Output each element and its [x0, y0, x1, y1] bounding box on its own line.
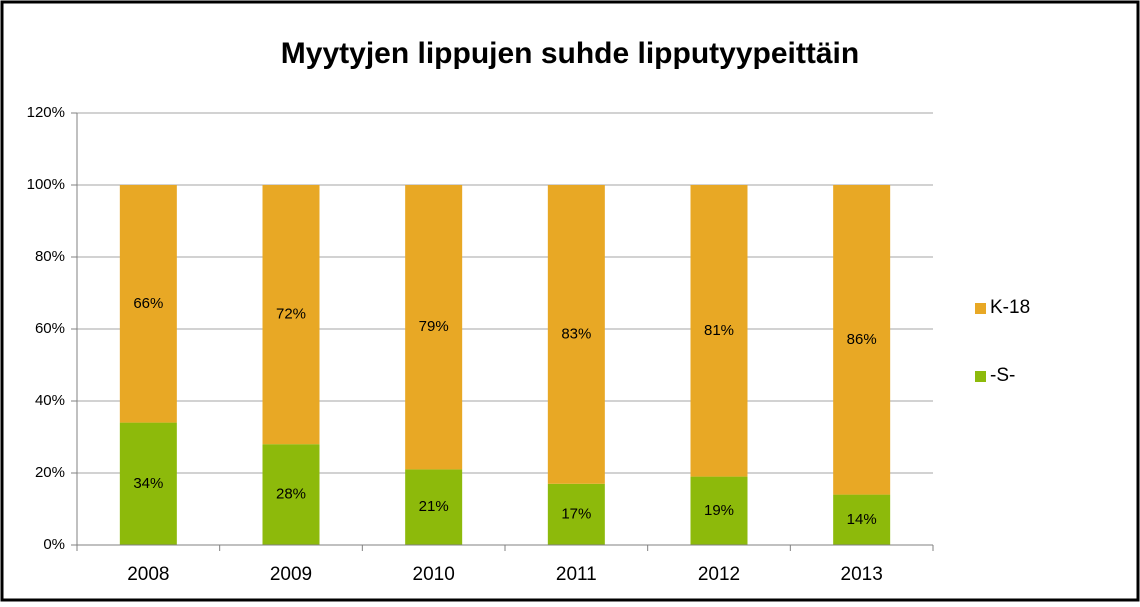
- chart-title: Myytyjen lippujen suhde lipputyypeittäin: [281, 37, 859, 70]
- data-label: 66%: [133, 295, 163, 312]
- y-tick-label: 0%: [43, 536, 65, 553]
- y-tick-label: 100%: [27, 176, 65, 193]
- bar-segment: [833, 494, 891, 545]
- data-label: 83%: [561, 325, 591, 342]
- data-label: 34%: [133, 475, 163, 492]
- legend-label: K-18: [990, 297, 1030, 318]
- bar-segment: [547, 483, 605, 545]
- data-label: 81%: [704, 322, 734, 339]
- legend-swatch: [975, 371, 986, 382]
- data-label: 17%: [561, 505, 591, 522]
- legend-label: -S-: [990, 365, 1015, 386]
- bar-segment: [262, 185, 320, 445]
- x-tick-label: 2010: [413, 564, 455, 585]
- data-label: 14%: [847, 511, 877, 528]
- x-tick-label: 2012: [698, 564, 740, 585]
- x-tick-label: 2011: [556, 564, 597, 585]
- y-tick-label: 120%: [27, 104, 65, 121]
- bar-segment: [833, 185, 891, 495]
- bar-segment: [119, 422, 177, 545]
- data-label: 79%: [419, 318, 449, 335]
- bar-segment: [405, 469, 463, 545]
- bar-segment: [547, 185, 605, 484]
- bar-segment: [119, 185, 177, 423]
- data-label: 19%: [704, 502, 734, 519]
- data-label: 21%: [419, 498, 449, 515]
- bar-segment: [690, 185, 748, 477]
- bar-segment: [262, 444, 320, 545]
- x-tick-label: 2009: [270, 564, 312, 585]
- y-tick-label: 80%: [35, 248, 65, 265]
- y-tick-label: 60%: [35, 320, 65, 337]
- x-tick-label: 2008: [127, 564, 169, 585]
- y-tick-label: 20%: [35, 464, 65, 481]
- data-label: 86%: [847, 331, 877, 348]
- bar-segment: [405, 185, 463, 470]
- bar-segment: [690, 476, 748, 545]
- data-label: 28%: [276, 486, 306, 503]
- legend-swatch: [975, 303, 986, 314]
- y-tick-label: 40%: [35, 392, 65, 409]
- x-tick-label: 2013: [841, 564, 883, 585]
- data-label: 72%: [276, 306, 306, 323]
